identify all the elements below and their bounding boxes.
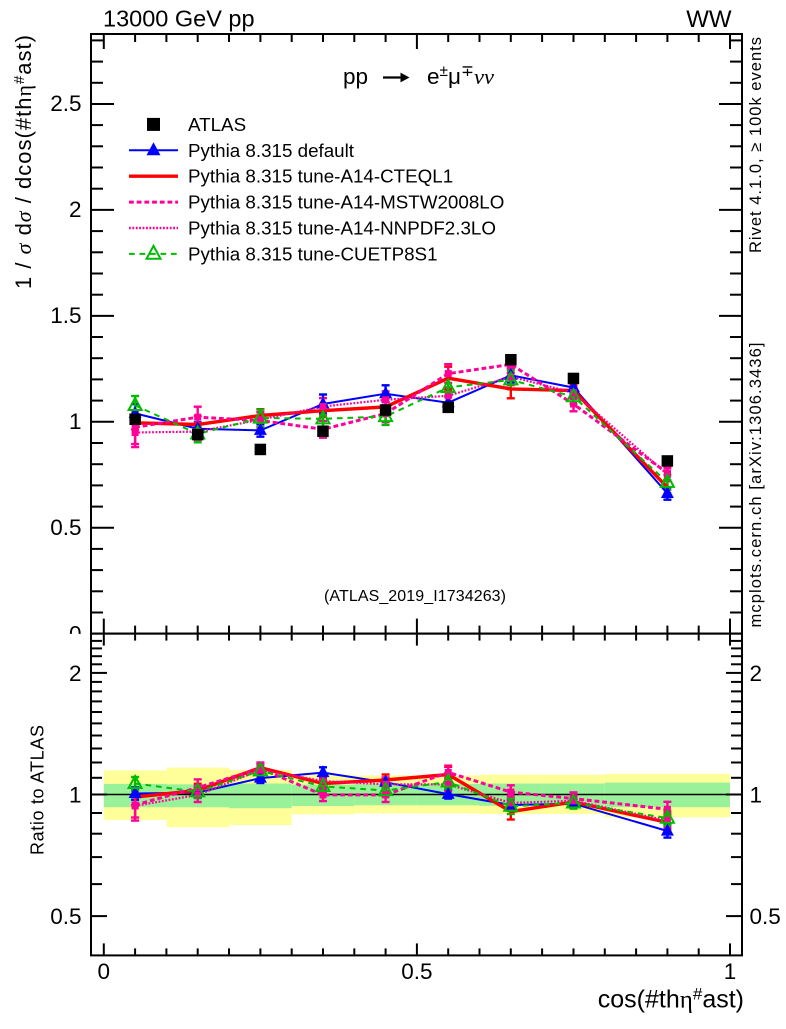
svg-text:cos(#thη#ast): cos(#thη#ast) [598, 985, 744, 1014]
svg-text:2.5: 2.5 [50, 91, 81, 116]
svg-text:pp: pp [343, 64, 368, 89]
svg-text:Pythia 8.315 tune-A14-NNPDF2.3: Pythia 8.315 tune-A14-NNPDF2.3LO [188, 218, 496, 239]
svg-text:Pythia 8.315 tune-CUETP8S1: Pythia 8.315 tune-CUETP8S1 [188, 243, 438, 264]
svg-text:2: 2 [750, 661, 763, 686]
svg-text:0.5: 0.5 [750, 904, 781, 929]
svg-text:0: 0 [69, 622, 82, 647]
svg-text:0.5: 0.5 [50, 515, 81, 540]
svg-text:0.5: 0.5 [401, 959, 432, 984]
svg-text:13000 GeV pp: 13000 GeV pp [103, 6, 255, 32]
svg-text:1 / σ dσ / dcos(#thη#ast): 1 / σ dσ / dcos(#thη#ast) [11, 35, 36, 289]
svg-text:(ATLAS_2019_I1734263): (ATLAS_2019_I1734263) [324, 588, 506, 605]
svg-text:2: 2 [69, 661, 82, 686]
svg-text:2: 2 [69, 197, 82, 222]
svg-text:1: 1 [69, 783, 82, 808]
svg-text:0: 0 [98, 959, 111, 984]
svg-text:Ratio to ATLAS: Ratio to ATLAS [28, 725, 48, 855]
svg-text:1: 1 [724, 959, 737, 984]
svg-text:Rivet 4.1.0, ≥ 100k events: Rivet 4.1.0, ≥ 100k events [747, 37, 765, 253]
svg-text:0.5: 0.5 [50, 904, 81, 929]
svg-text:e±μ∓νν: e±μ∓νν [427, 63, 494, 89]
svg-text:1: 1 [750, 783, 763, 808]
svg-text:ATLAS: ATLAS [188, 114, 246, 135]
svg-text:1.5: 1.5 [50, 303, 81, 328]
svg-text:1: 1 [69, 409, 82, 434]
svg-text:Pythia 8.315 tune-A14-CTEQL1: Pythia 8.315 tune-A14-CTEQL1 [188, 166, 453, 187]
svg-text:Pythia 8.315 tune-A14-MSTW2008: Pythia 8.315 tune-A14-MSTW2008LO [188, 192, 504, 213]
svg-text:Pythia 8.315 default: Pythia 8.315 default [188, 140, 355, 161]
svg-text:WW: WW [686, 6, 732, 33]
